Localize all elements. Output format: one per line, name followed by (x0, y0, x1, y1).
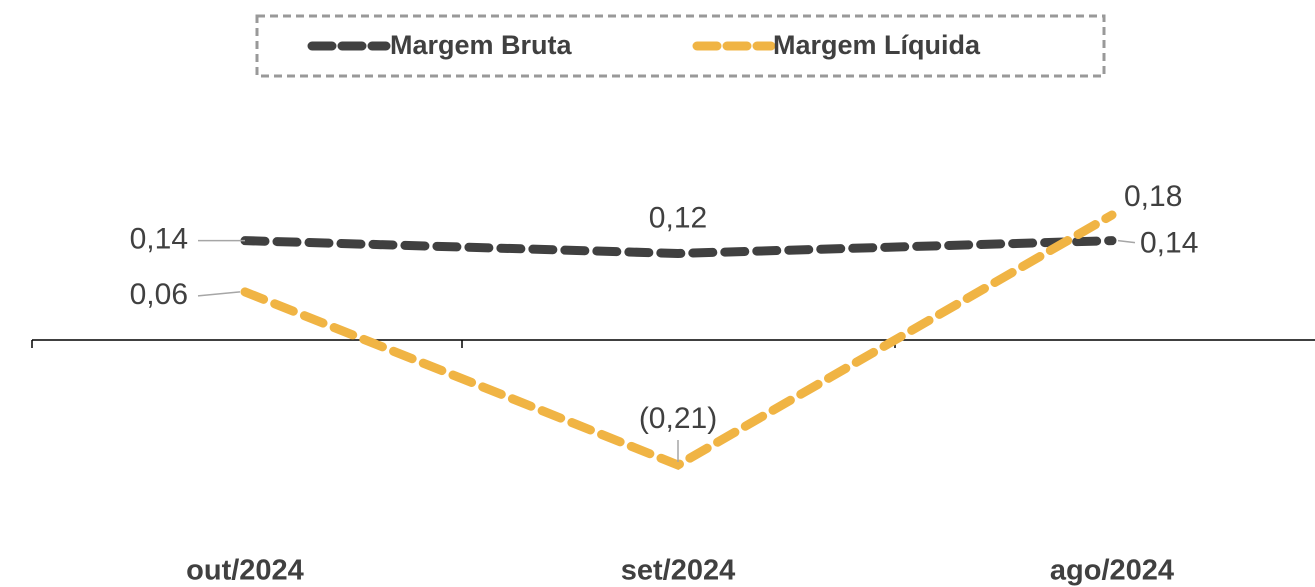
data-label: 0,12 (649, 201, 707, 234)
data-label: 0,18 (1124, 180, 1182, 213)
leader-line (197, 291, 241, 297)
x-tick-label: ago/2024 (1050, 555, 1174, 587)
legend-label: Margem Líquida (773, 30, 981, 60)
series-line (240, 210, 1117, 470)
legend-box (255, 14, 1106, 78)
legend-label: Margem Bruta (390, 30, 573, 60)
x-tick-label: out/2024 (186, 555, 304, 587)
data-label: (0,21) (639, 402, 717, 435)
data-label: 0,14 (1140, 227, 1198, 260)
data-label: 0,14 (130, 223, 188, 256)
series-line (240, 236, 1117, 258)
data-label: 0,06 (130, 278, 188, 311)
x-tick-label: set/2024 (621, 555, 736, 587)
leader-line (1117, 239, 1136, 244)
